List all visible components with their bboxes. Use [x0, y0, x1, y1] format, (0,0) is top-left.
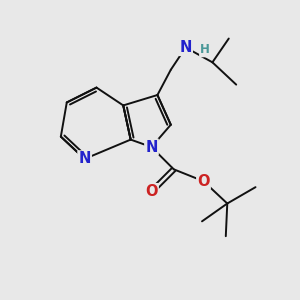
Text: N: N [145, 140, 158, 154]
Text: O: O [197, 174, 210, 189]
Text: N: N [78, 152, 91, 166]
Text: N: N [179, 40, 192, 55]
Text: O: O [145, 184, 158, 199]
Text: H: H [200, 43, 210, 56]
